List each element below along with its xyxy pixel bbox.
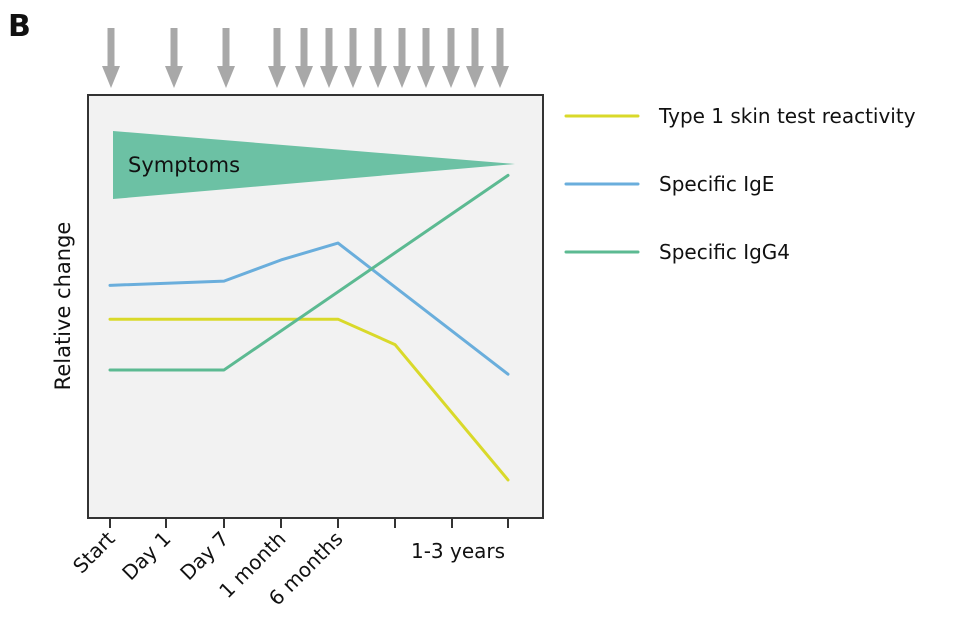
injection-arrow-head [165, 66, 183, 88]
x-axis-ticks [109, 518, 509, 528]
injection-arrow-shaft [273, 28, 281, 68]
series-line-1 [108, 317, 510, 482]
series-line-3 [108, 173, 510, 372]
injection-arrow-head [344, 66, 362, 88]
injection-arrow-head [320, 66, 338, 88]
legend-label: Specific IgE [659, 172, 774, 196]
x-tick-label: Start [68, 526, 120, 578]
injection-arrow-shaft [398, 28, 406, 68]
injection-arrow-head [393, 66, 411, 88]
injection-arrow-head [491, 66, 509, 88]
injection-arrow-shaft [374, 28, 382, 68]
legend: Type 1 skin test reactivity Specific IgE S… [564, 104, 916, 264]
injection-arrow-shaft [422, 28, 430, 68]
injection-arrows [102, 28, 509, 88]
injection-arrow-shaft [222, 28, 230, 68]
injection-arrow-shaft [107, 28, 115, 68]
x-tick-label: Day 1 [117, 527, 175, 585]
injection-arrow-shaft [471, 28, 479, 68]
injection-arrow-head [295, 66, 313, 88]
injection-arrow-shaft [349, 28, 357, 68]
y-axis-label: Relative change [51, 222, 75, 391]
legend-label: Type 1 skin test reactivity [658, 104, 916, 128]
injection-arrow-head [369, 66, 387, 88]
injection-arrow-head [217, 66, 235, 88]
injection-arrow-shaft [496, 28, 504, 68]
series-lines [108, 173, 510, 482]
symptoms-label: Symptoms [128, 153, 240, 177]
injection-arrow-shaft [300, 28, 308, 68]
injection-arrow-head [102, 66, 120, 88]
injection-arrow-head [417, 66, 435, 88]
injection-arrow-shaft [447, 28, 455, 68]
series-line-2 [108, 241, 510, 376]
legend-label: Specific IgG4 [659, 240, 790, 264]
injection-arrow-shaft [170, 28, 178, 68]
symptoms-wedge [113, 131, 515, 199]
injection-arrow-head [466, 66, 484, 88]
injection-arrow-shaft [325, 28, 333, 68]
x-tick-label: 1-3 years [411, 539, 505, 563]
injection-arrow-head [442, 66, 460, 88]
injection-arrow-head [268, 66, 286, 88]
panel-label: B [8, 9, 31, 44]
